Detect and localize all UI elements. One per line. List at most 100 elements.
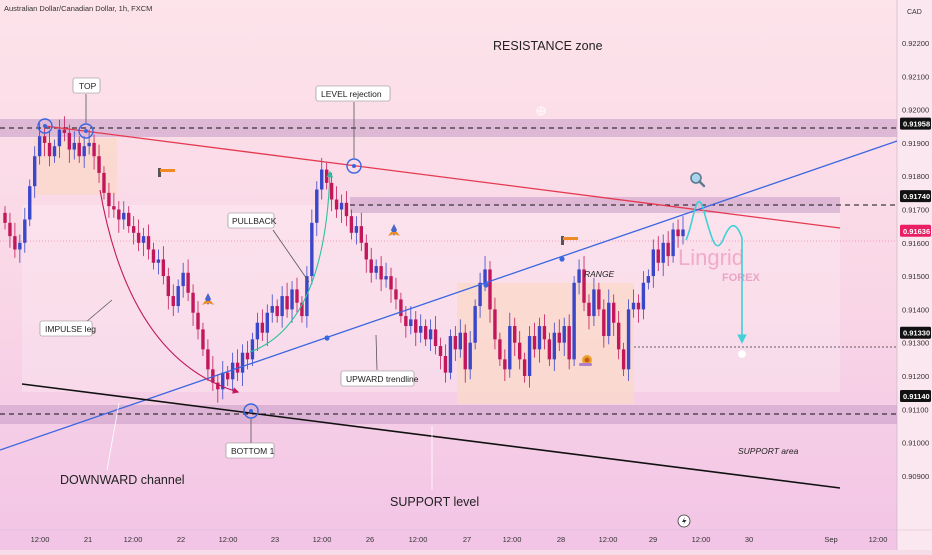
candle-body-37 [186,272,190,293]
candle-body-33 [166,276,171,297]
candle-body-21 [107,192,111,207]
candle-body-75 [374,266,378,273]
candle-body-10 [52,146,57,157]
candle-body-128 [636,302,641,310]
range-box [457,283,634,404]
candle-body-123 [612,302,616,323]
candle-body-46 [230,362,235,380]
label-bottom: BOTTOM 1 [231,446,275,456]
candle-body-79 [394,289,398,300]
crosshair-plus-icon[interactable] [536,106,546,116]
top-circle-1 [37,118,53,134]
candle-body-122 [607,302,611,337]
candle-body-68 [339,202,344,210]
label-resistance-zone: RESISTANCE zone [493,39,603,53]
candles [3,116,685,403]
candle-body-66 [329,182,334,200]
y-tick-12: 0.92100 [902,72,929,81]
candle-body-98 [488,269,492,310]
candle-body-16 [82,146,86,157]
top-dot-1 [43,124,47,128]
candle-body-62 [310,222,314,277]
candle-body-72 [359,226,364,243]
candle-body-64 [320,169,324,190]
candle-body-69 [344,202,349,217]
candle-body-90 [448,336,453,373]
y-tick-7: 0.91600 [902,239,929,248]
candle-body-28 [141,236,146,243]
candle-body-32 [161,259,166,277]
support-zone-band [0,405,897,424]
candle-body-125 [621,349,626,370]
candle-body-38 [191,292,195,313]
hammer-icon [158,168,175,177]
candle-body-118 [587,302,591,317]
candle-body-19 [97,156,101,173]
candle-body-18 [92,142,96,157]
downward-channel-line [21,383,841,489]
y-tick-9: 0.91800 [902,172,929,181]
candle-body-58 [290,289,294,310]
upward-trendline [0,140,898,451]
y-tick-13: 0.92200 [902,39,929,48]
candle-body-30 [151,249,156,263]
candle-body-86 [428,329,433,340]
candle-body-101 [503,359,507,370]
hammer-icon-2 [561,236,578,245]
resistance-trendline [44,125,841,229]
candle-body-35 [176,286,180,307]
trend-dot-2 [483,282,489,288]
price-label-resistance: 0.91958 [903,120,930,129]
y-tick-11: 0.92000 [902,106,929,115]
pullback-curve-arrow [249,170,334,353]
candle-body-116 [577,269,581,283]
price-label-target: 0.91330 [903,329,930,338]
candle-body-14 [72,142,76,150]
candle-body-102 [508,326,512,370]
candle-body-104 [517,342,522,360]
y-tick-0: 0.90900 [902,472,929,481]
candle-body-71 [354,226,359,233]
x-tick-4: 12:00 [219,535,238,544]
candle-body-23 [117,209,121,220]
y-tick-5: 0.91400 [902,305,929,314]
y-axis-ticks: 0.90900 0.91000 0.91100 0.91200 0.91300 0.914… [902,39,929,481]
candle-body-26 [131,226,136,233]
magnifier-icon[interactable] [690,172,706,188]
label-pullback-box [227,212,275,229]
candle-body-7 [37,136,42,157]
candle-body-20 [102,172,106,193]
price-label-last_price: 0.91636 [903,227,930,236]
candle-body-51 [255,322,260,340]
candle-body-54 [270,306,274,313]
candle-body-65 [324,169,329,183]
symbol-title[interactable]: Australian Dollar/Canadian Dollar, 1h, F… [4,4,152,13]
currency-label: CAD [907,9,922,16]
candle-body-127 [631,302,636,310]
candle-body-124 [616,322,621,350]
price-labels: 0.91958 0.91740 0.91636 0.91330 0.91140 [900,117,931,402]
price-label-bg-resistance [900,117,931,130]
candle-body-109 [542,326,547,340]
upward-pointer [375,334,378,371]
trend-dot-3 [559,256,565,262]
candle-body-43 [216,382,220,390]
candle-body-6 [32,156,37,187]
candle-body-78 [389,276,393,290]
projection-path [685,200,747,344]
candle-body-105 [522,359,527,376]
y-tick-2: 0.91100 [902,405,929,414]
label-upward-trendline: UPWARD trendline [346,374,419,384]
target-marker [738,350,746,358]
y-tick-1: 0.91000 [902,439,929,448]
y-tick-10: 0.91900 [902,139,929,148]
candle-body-4 [23,219,27,243]
candle-body-81 [404,316,408,327]
lightning-icon[interactable] [677,514,691,528]
candle-body-3 [18,242,22,250]
candle-body-103 [513,326,517,343]
candle-body-63 [315,189,319,223]
x-tick-12: 12:00 [599,535,618,544]
candle-body-135 [671,229,675,257]
